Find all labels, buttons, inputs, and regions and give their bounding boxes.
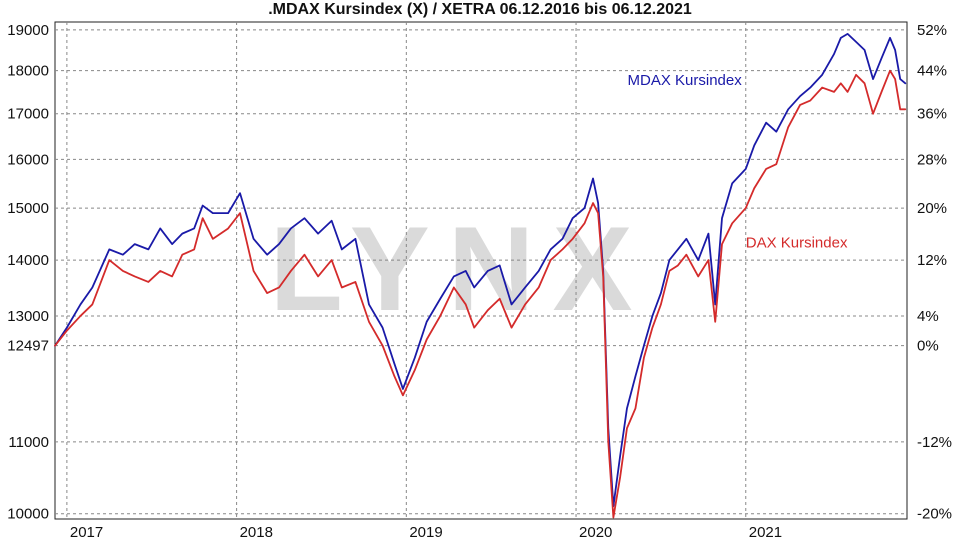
right-y-axis: 52% 44% 36% 28% 20% 12% 4% 0% -12% -20%	[917, 22, 952, 523]
right-y-tick-label: 0%	[917, 338, 939, 355]
series-line	[54, 69, 907, 519]
right-y-tick-label: -20%	[917, 506, 952, 523]
left-y-tick-label: 10000	[7, 506, 49, 523]
left-y-tick-label: 18000	[7, 63, 49, 80]
left-y-tick-label: 12497	[7, 338, 49, 355]
plot-frame	[54, 21, 908, 520]
right-y-tick-label: 12%	[917, 252, 947, 269]
x-tick-label: 2018	[240, 524, 273, 540]
left-y-tick-label: 11000	[8, 434, 49, 451]
series-labels: MDAX Kursindex DAX Kursindex	[628, 72, 848, 251]
x-tick-label: 2017	[70, 524, 103, 540]
left-y-tick-label: 14000	[7, 252, 49, 269]
series-label-mdax: MDAX Kursindex	[628, 72, 743, 89]
left-y-tick-label: 15000	[7, 200, 49, 217]
plot-area	[54, 21, 908, 520]
watermark-logo-text: LYNX	[269, 202, 650, 336]
x-tick-label: 2020	[579, 524, 612, 540]
right-y-tick-label: 36%	[917, 106, 947, 123]
series-lines	[54, 32, 907, 519]
series-label-dax: DAX Kursindex	[746, 234, 848, 251]
x-tick-label: 2019	[409, 524, 442, 540]
left-y-tick-label: 17000	[7, 106, 49, 123]
chart-title: .MDAX Kursindex (X) / XETRA 06.12.2016 b…	[268, 1, 692, 18]
right-y-tick-label: -12%	[917, 434, 952, 451]
left-y-tick-label: 13000	[7, 308, 49, 325]
series-line	[54, 32, 907, 508]
right-y-tick-label: 20%	[917, 200, 947, 217]
left-y-tick-label: 19000	[7, 22, 49, 39]
x-axis: 2017 2018 2019 2020 2021	[70, 524, 782, 540]
x-tick-label: 2021	[749, 524, 782, 540]
left-y-axis: 19000 18000 17000 16000 15000 14000 13000 12497…	[7, 22, 49, 523]
right-y-tick-label: 52%	[917, 22, 947, 39]
right-y-tick-label: 4%	[917, 308, 939, 325]
right-y-tick-label: 44%	[917, 63, 947, 80]
right-y-tick-label: 28%	[917, 151, 947, 168]
left-y-tick-label: 16000	[7, 151, 49, 168]
watermark: LYNX	[269, 202, 650, 336]
grid-lines	[55, 22, 907, 519]
